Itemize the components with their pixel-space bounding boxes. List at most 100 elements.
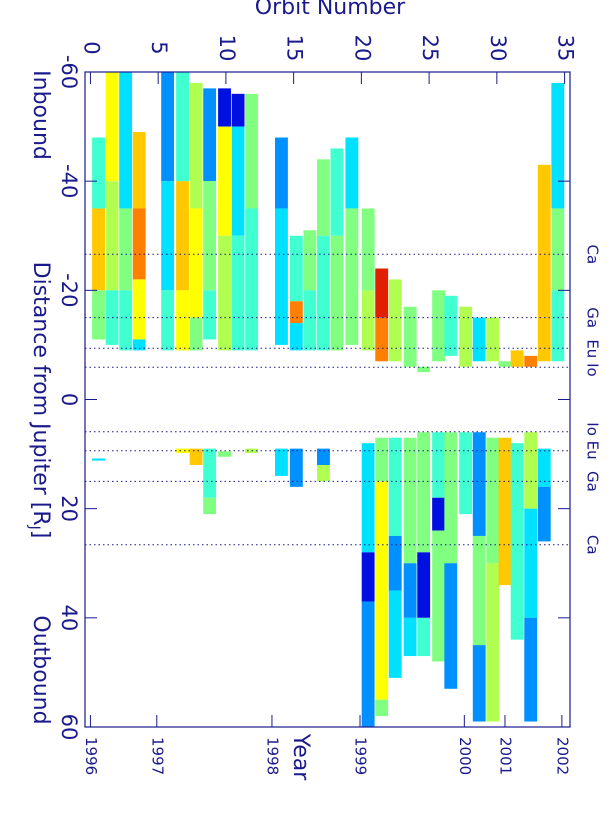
- heat-cell: [203, 88, 217, 182]
- year-tick-label: 1998: [263, 737, 281, 775]
- heat-cell: [345, 137, 359, 209]
- heat-cell: [375, 268, 389, 318]
- x-tick-label: 35: [554, 35, 578, 62]
- year-tick-label: 2000: [456, 737, 474, 775]
- heat-cell: [317, 465, 330, 482]
- moon-label: Ga: [584, 307, 602, 328]
- heat-cell: [203, 448, 217, 498]
- y-axis-title-main: Distance from Jupiter [R: [28, 262, 53, 526]
- y-tick-label: -20: [57, 273, 81, 307]
- moon-label: Io Eu: [584, 422, 602, 459]
- heat-cell: [472, 535, 486, 646]
- heat-cell: [245, 93, 259, 209]
- y-tick-label: -40: [57, 164, 81, 198]
- heat-cell: [361, 552, 375, 602]
- heat-cell: [303, 230, 317, 291]
- heat-cell: [551, 208, 565, 291]
- heat-cell: [289, 323, 303, 351]
- heat-cell: [375, 437, 389, 482]
- heat-cell: [486, 317, 500, 362]
- heat-cell: [537, 164, 551, 362]
- heat-cell: [132, 339, 146, 351]
- heat-cell: [361, 290, 375, 351]
- heat-cell: [375, 699, 389, 717]
- heat-cell: [375, 317, 389, 362]
- moon-label: Ca: [584, 535, 602, 555]
- heat-cell: [524, 508, 538, 618]
- heat-cell: [510, 443, 524, 640]
- heat-cell: [289, 301, 303, 324]
- heat-cell: [388, 279, 402, 362]
- heat-cell: [119, 208, 133, 291]
- heat-cell: [161, 72, 175, 182]
- y-tick-label: 40: [57, 604, 81, 631]
- moon-label: Ga: [584, 471, 602, 492]
- y-tick-label: 0: [57, 393, 81, 406]
- heat-cell: [218, 451, 231, 457]
- year-tick-label: 2002: [553, 737, 571, 775]
- y-axis-title-sub: J: [26, 525, 42, 530]
- heat-cell: [432, 497, 446, 531]
- heat-cell: [176, 290, 189, 351]
- heat-cell: [444, 295, 458, 356]
- heat-cell: [403, 306, 417, 367]
- heat-cell: [432, 530, 446, 662]
- heat-cell: [330, 148, 344, 236]
- x-tick-label: 25: [418, 35, 442, 62]
- heat-cell: [472, 432, 486, 536]
- heat-cell: [388, 437, 402, 536]
- x-tick-label: 30: [486, 35, 510, 62]
- heat-cell: [176, 72, 189, 182]
- heat-cell: [459, 306, 473, 367]
- heat-cell: [231, 235, 245, 351]
- heat-cell: [317, 159, 330, 236]
- heat-cell: [403, 437, 417, 564]
- heat-cell: [132, 132, 146, 209]
- heat-cell: [551, 290, 565, 362]
- heat-cell: [203, 497, 217, 515]
- heat-cell: [161, 181, 175, 291]
- year-tick-label: 1996: [82, 737, 100, 775]
- moon-label: Eu Io: [584, 339, 602, 376]
- heat-cell: [231, 93, 245, 127]
- heat-cell: [317, 448, 330, 465]
- heat-cell: [432, 290, 446, 362]
- heat-cell: [92, 458, 105, 461]
- heat-cell: [176, 181, 189, 291]
- heat-cell: [510, 350, 524, 367]
- y-tick-label: 20: [57, 495, 81, 522]
- heat-cell: [537, 486, 551, 542]
- heat-cell: [417, 432, 431, 553]
- heat-cell: [361, 601, 375, 727]
- y-tick-label: -60: [57, 55, 81, 89]
- heat-cell: [417, 366, 431, 373]
- heat-cell: [92, 290, 105, 340]
- heat-cell: [105, 72, 119, 182]
- y-tick-label: 60: [57, 714, 81, 741]
- year-tick-label: 1999: [352, 737, 370, 775]
- heat-cell: [330, 235, 344, 351]
- heat-cell: [472, 317, 486, 362]
- heat-cell: [161, 290, 175, 351]
- heat-cell: [375, 481, 389, 700]
- heat-cell: [444, 432, 458, 564]
- year-axis-title: Year: [288, 733, 313, 782]
- heat-cell: [524, 355, 538, 367]
- heat-cell: [132, 279, 146, 340]
- heat-cell: [289, 448, 303, 487]
- heat-cell: [524, 432, 538, 509]
- inbound-label: Inbound: [28, 70, 53, 160]
- heat-cell: [486, 563, 500, 722]
- heat-cell: [119, 72, 133, 209]
- heat-cell: [275, 137, 288, 209]
- heat-cell: [189, 448, 203, 465]
- heat-cell: [231, 126, 245, 236]
- heat-cell: [203, 290, 217, 340]
- heat-cell: [303, 290, 317, 351]
- heat-cell: [218, 235, 231, 351]
- heat-cell: [537, 448, 551, 487]
- heat-cell: [218, 88, 231, 127]
- heat-cell: [444, 563, 458, 689]
- heat-cell: [361, 208, 375, 291]
